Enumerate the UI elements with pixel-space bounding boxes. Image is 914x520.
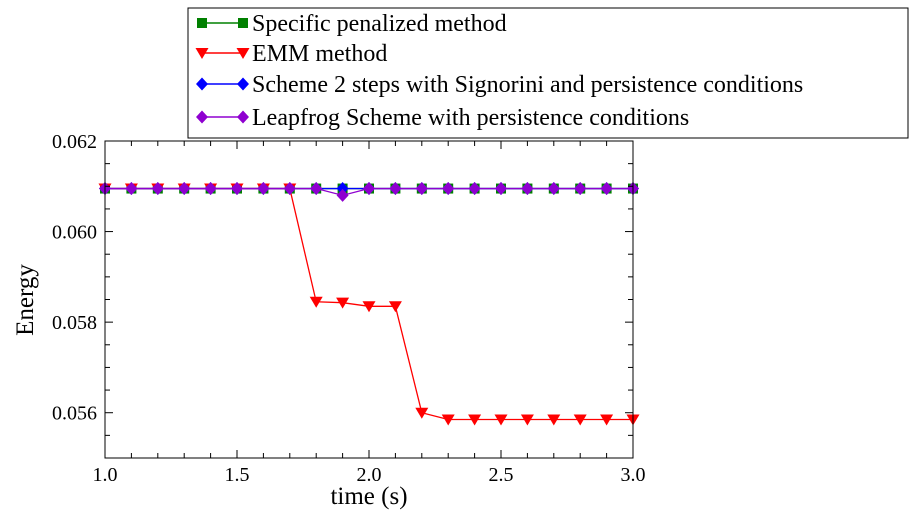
data-point — [151, 182, 164, 196]
data-point — [388, 301, 402, 313]
x-tick-label: 1.0 — [93, 464, 118, 486]
legend-item: EMM method — [195, 41, 387, 67]
data-point — [336, 182, 349, 196]
legend-marker — [196, 77, 208, 91]
data-point — [178, 182, 191, 196]
legend-item: Specific penalized method — [197, 11, 507, 37]
data-point — [573, 414, 587, 426]
legend-label: EMM method — [252, 41, 387, 67]
series-4 — [99, 182, 639, 202]
data-point — [415, 407, 429, 419]
data-point — [362, 301, 376, 313]
x-tick-label: 2.5 — [489, 464, 514, 486]
y-tick-label: 0.060 — [52, 222, 97, 244]
x-tick-label: 2.0 — [357, 464, 382, 486]
data-point — [336, 188, 349, 202]
axes-layer: 1.0 1.5 2.0 2.5 3.0 0.056 0.058 0.060 0.062 — [52, 131, 646, 486]
legend-marker — [197, 18, 207, 28]
series-2 — [98, 183, 640, 426]
data-point — [495, 182, 507, 196]
data-point — [441, 414, 455, 426]
legend-item: Leapfrog Scheme with persistence conditi… — [196, 105, 689, 131]
data-point — [442, 182, 455, 196]
y-tick-label: 0.056 — [52, 403, 97, 425]
data-point — [468, 414, 482, 426]
legend-frame — [187, 7, 909, 139]
data-point — [600, 182, 613, 196]
data-point — [547, 414, 561, 426]
data-point — [363, 182, 375, 196]
data-point — [600, 414, 614, 426]
legend-marker — [195, 48, 209, 59]
legend-marker — [196, 110, 208, 124]
x-axis-label: time (s) — [330, 483, 407, 510]
data-point — [309, 296, 323, 308]
data-point — [415, 182, 428, 196]
legend-label: Leapfrog Scheme with persistence conditi… — [252, 105, 689, 131]
data-point — [574, 182, 587, 196]
data-point — [520, 414, 534, 426]
legend-marker — [238, 18, 248, 28]
data-point — [468, 182, 481, 196]
data-point — [257, 182, 270, 196]
legend-label: Specific penalized method — [252, 11, 507, 37]
x-tick-label: 3.0 — [621, 464, 646, 486]
legend: Specific penalized method EMM method Schem… — [187, 7, 909, 139]
legend-marker — [237, 110, 249, 124]
legend-marker — [236, 48, 250, 59]
legend-marker — [237, 77, 249, 91]
data-point — [389, 182, 402, 196]
x-tick-label: 1.5 — [225, 464, 250, 486]
data-point — [336, 297, 350, 309]
y-tick-label: 0.062 — [52, 131, 97, 153]
data-point — [283, 182, 296, 196]
data-point — [547, 182, 560, 196]
y-tick-label: 0.058 — [52, 312, 97, 334]
legend-label: Scheme 2 steps with Signorini and persis… — [252, 72, 803, 98]
series-layer — [98, 182, 640, 426]
y-axis-label: Energy — [12, 264, 39, 336]
data-point — [494, 414, 508, 426]
data-point — [125, 182, 138, 196]
data-point — [204, 182, 217, 196]
data-point — [521, 182, 534, 196]
legend-item: Scheme 2 steps with Signorini and persis… — [196, 72, 803, 98]
data-point — [231, 182, 243, 196]
data-point — [310, 182, 323, 196]
